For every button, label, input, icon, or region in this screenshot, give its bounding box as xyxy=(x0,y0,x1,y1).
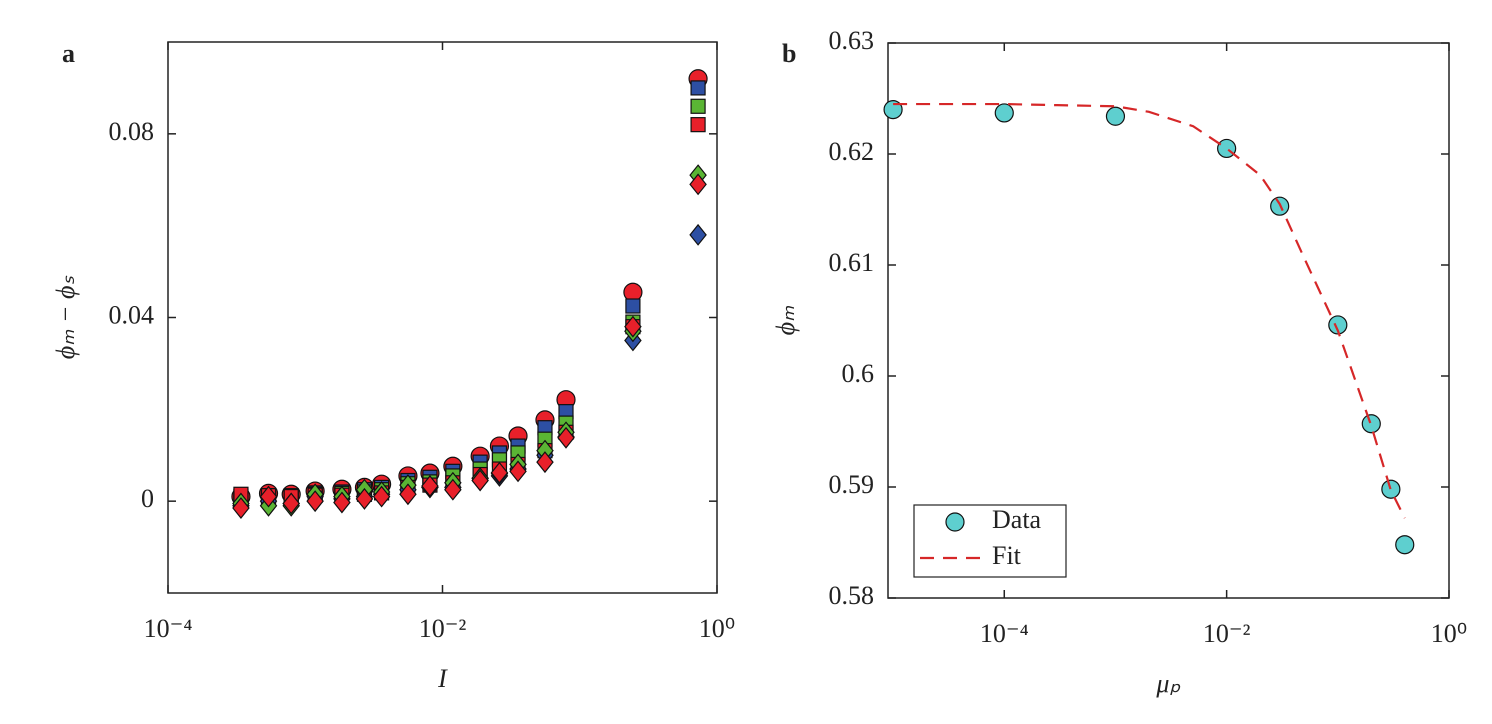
y-tick-label: 0 xyxy=(141,484,154,513)
legend-label: Data xyxy=(992,505,1042,534)
x-axis-label: I xyxy=(437,664,448,693)
point xyxy=(232,497,250,520)
point xyxy=(490,461,509,484)
point xyxy=(282,492,300,515)
point xyxy=(333,491,351,514)
x-tick-label: 10⁻² xyxy=(1203,619,1251,648)
y-tick-label: 0.63 xyxy=(829,26,875,55)
point xyxy=(625,298,641,314)
point xyxy=(1361,414,1381,434)
point xyxy=(624,315,642,338)
panel-label: a xyxy=(62,39,75,68)
point xyxy=(509,460,527,483)
point xyxy=(421,475,439,497)
point xyxy=(259,485,278,508)
point xyxy=(1328,315,1348,335)
x-tick-label: 10⁻² xyxy=(419,614,467,643)
point xyxy=(994,103,1014,123)
x-tick-label: 10⁻⁴ xyxy=(144,614,193,643)
point xyxy=(536,451,554,474)
point xyxy=(689,223,707,246)
point xyxy=(690,98,706,114)
point xyxy=(689,173,707,196)
panel-label: b xyxy=(782,39,796,68)
y-tick-label: 0.08 xyxy=(109,117,155,146)
y-tick-label: 0.58 xyxy=(829,581,875,610)
x-tick-label: 10⁻⁴ xyxy=(980,619,1029,648)
x-tick-label: 10⁰ xyxy=(1431,619,1467,648)
legend-label: Fit xyxy=(992,541,1022,570)
point xyxy=(471,469,489,492)
y-tick-label: 0.6 xyxy=(842,359,875,388)
point xyxy=(1395,535,1415,555)
axes-frame xyxy=(887,42,1450,599)
point xyxy=(557,426,575,449)
y-axis-label: ϕₘ xyxy=(771,305,800,335)
x-axis-label: μₚ xyxy=(1155,669,1180,698)
point xyxy=(444,478,462,501)
y-tick-label: 0.59 xyxy=(829,470,875,499)
point xyxy=(945,512,965,532)
point xyxy=(690,80,706,96)
point xyxy=(306,490,324,513)
point xyxy=(372,485,391,508)
y-tick-label: 0.61 xyxy=(829,248,875,277)
point xyxy=(355,487,374,510)
point xyxy=(1381,479,1401,499)
fit-line xyxy=(893,102,1406,519)
point xyxy=(1105,106,1126,126)
y-tick-label: 0.04 xyxy=(109,300,155,329)
legend-box xyxy=(913,504,1067,578)
y-tick-label: 0.62 xyxy=(829,137,875,166)
x-tick-label: 10⁰ xyxy=(699,614,735,643)
point xyxy=(690,117,706,133)
y-axis-label: ϕₘ − ϕₛ xyxy=(51,276,80,360)
point xyxy=(399,483,417,506)
